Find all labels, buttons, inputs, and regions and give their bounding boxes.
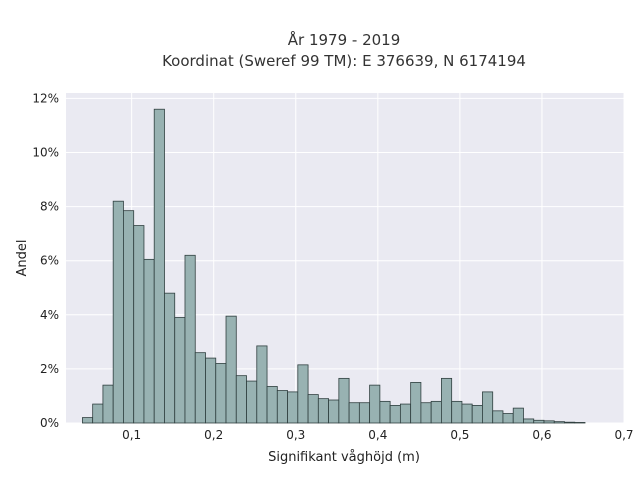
histogram-bar xyxy=(348,402,360,424)
histogram-bar xyxy=(215,363,227,424)
histogram-bar xyxy=(338,377,350,424)
y-tick-label: 2% xyxy=(40,362,59,376)
histogram-bar xyxy=(523,418,535,424)
histogram-bar xyxy=(82,417,94,424)
histogram-bar xyxy=(225,315,237,424)
histogram-bar xyxy=(143,258,155,424)
histogram-bar xyxy=(317,398,329,424)
y-tick-label: 4% xyxy=(40,308,59,322)
histogram-bar xyxy=(441,377,453,424)
y-tick-label: 12% xyxy=(32,91,59,105)
histogram-bar xyxy=(399,403,412,424)
histogram-bar xyxy=(543,420,555,424)
histogram-bar xyxy=(410,382,422,424)
histogram-bar xyxy=(153,108,165,424)
y-tick-label: 0% xyxy=(40,416,59,430)
x-tick-label: 0,6 xyxy=(532,428,551,442)
histogram-bar xyxy=(553,421,565,424)
x-tick-label: 0,2 xyxy=(204,428,223,442)
y-tick-label: 8% xyxy=(40,200,59,214)
histogram-bar xyxy=(574,422,586,424)
x-tick-label: 0,5 xyxy=(450,428,469,442)
histogram-bar xyxy=(205,357,217,424)
y-tick-label: 10% xyxy=(32,146,59,160)
histogram-bar xyxy=(307,394,319,424)
histogram-bar xyxy=(133,225,145,424)
chart-title-line-1: År 1979 - 2019 xyxy=(288,30,401,49)
histogram-bar xyxy=(235,375,247,424)
x-tick-label: 0,7 xyxy=(614,428,633,442)
histogram-bar xyxy=(502,413,514,424)
histogram-bar xyxy=(451,400,463,424)
histogram-bar xyxy=(164,292,176,424)
histogram-bar xyxy=(102,384,114,424)
x-axis-label: Signifikant våghöjd (m) xyxy=(268,450,420,465)
histogram-bar xyxy=(92,403,104,424)
histogram-bar xyxy=(379,400,391,424)
histogram-bar xyxy=(287,391,299,424)
histogram-bar xyxy=(246,380,258,424)
y-axis-label: Andel xyxy=(15,240,30,277)
y-tick-label: 6% xyxy=(40,254,59,268)
histogram-bar xyxy=(112,200,124,424)
histogram-bar xyxy=(389,405,401,424)
histogram-bar xyxy=(194,352,206,424)
histogram-bar xyxy=(266,386,278,424)
bars xyxy=(82,108,586,424)
histogram-bar xyxy=(276,390,288,424)
histogram-bar xyxy=(420,402,432,424)
chart-title-line-2: Koordinat (Sweref 99 TM): E 376639, N 61… xyxy=(162,52,526,70)
histogram-bar xyxy=(184,254,196,424)
histogram-bar xyxy=(482,391,494,424)
histogram-bar xyxy=(564,421,576,424)
histogram-bar xyxy=(256,345,268,424)
histogram-bar xyxy=(328,399,340,424)
histogram-bar xyxy=(430,400,442,424)
histogram-bar xyxy=(492,410,504,424)
histogram-bar xyxy=(369,384,381,424)
histogram-bar xyxy=(297,364,309,424)
histogram-bar xyxy=(358,402,371,424)
x-tick-label: 0,1 xyxy=(122,428,141,442)
histogram-bar xyxy=(533,419,545,424)
histogram-bar xyxy=(471,405,483,424)
histogram-bar xyxy=(461,403,473,424)
histogram-bar xyxy=(174,317,186,424)
histogram-bar xyxy=(123,210,135,424)
x-tick-label: 0,3 xyxy=(286,428,305,442)
histogram-bar xyxy=(512,407,524,424)
tick-labels: 0% 2% 4% 6% 8% 10% 12% 0,1 0,2 0,3 0,4 0,5 0,6 0,7 xyxy=(32,91,633,442)
x-tick-label: 0,4 xyxy=(368,428,387,442)
